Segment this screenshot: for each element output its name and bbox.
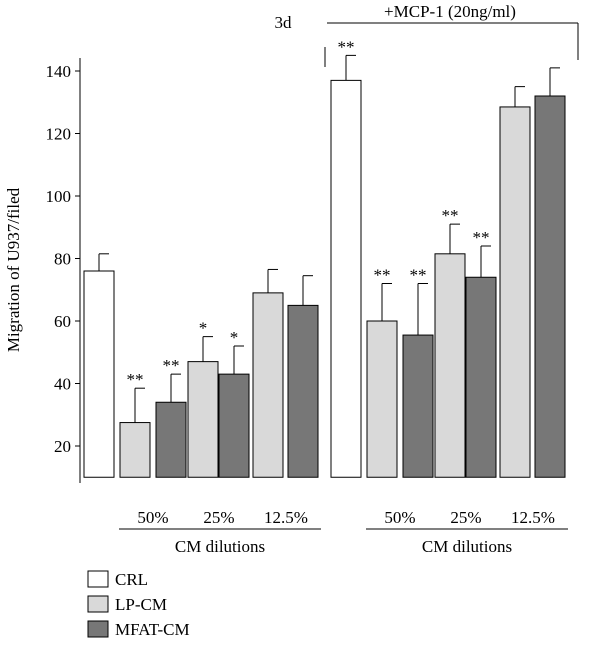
legend-swatch [87,620,109,638]
dilution-label: 25% [450,508,481,527]
legend-swatch [87,570,109,588]
y-ticks: 20 40 60 80 100 120 140 [46,62,80,456]
y-tick-label: 40 [54,375,71,394]
dilution-label: 12.5% [511,508,555,527]
bar-lp-cm-12.5pct [499,106,531,478]
mcp1-bracket: +MCP-1 (20ng/ml) [324,2,579,67]
bar-mfat-cm-50pct [402,334,434,478]
bar-crl [83,270,115,478]
significance-mark: ** [374,266,391,285]
dilution-label: 25% [203,508,234,527]
legend-label: LP-CM [115,595,167,614]
y-tick-label: 60 [54,312,71,331]
significance-mark: ** [442,206,459,225]
y-tick-label: 100 [46,187,72,206]
significance-mark: ** [127,370,144,389]
bar-lp-cm-25pct [434,253,466,478]
dilution-axis-title: CM dilutions [175,537,265,556]
bar-mfat-cm-25pct [218,373,250,478]
axes: Migration of U937/filed [4,58,81,483]
legend-label: MFAT-CM [115,620,190,639]
legend-label: CRL [115,570,148,589]
legend: CRL LP-CM MFAT-CM [87,570,190,639]
legend-swatch [87,595,109,613]
significance-mark: * [230,328,239,347]
bar-mfat-cm-50pct [155,401,187,478]
y-tick-label: 140 [46,62,72,81]
dilution-label: 50% [384,508,415,527]
y-tick-label: 120 [46,125,72,144]
bar-lp-cm-50pct [119,422,151,478]
y-axis-label: Migration of U937/filed [4,187,23,352]
significance-mark: ** [410,266,427,285]
dilution-label: 50% [137,508,168,527]
bar-mfat-cm-25pct [465,276,497,478]
significance-mark: ** [473,228,490,247]
significance-marks: ***** ***** ****** [127,37,490,389]
error-bars [98,54,560,423]
dilution-label: 12.5% [264,508,308,527]
significance-mark: ** [338,37,355,56]
mcp1-bracket-label: +MCP-1 (20ng/ml) [384,2,516,21]
bar-crl [330,79,362,478]
bars [83,79,566,478]
dilution-axis-title: CM dilutions [422,537,512,556]
y-tick-label: 80 [54,250,71,269]
y-tick-label: 20 [54,437,71,456]
bar-mfat-cm-12.5pct [287,304,319,478]
bar-lp-cm-50pct [366,320,398,478]
significance-mark: ** [163,356,180,375]
significance-mark: * [199,319,208,338]
bar-lp-cm-25pct [187,361,219,478]
dilution-labels: 50% 25% 12.5% CM dilutions 50% 25% 12.5% CM dil… [119,508,568,556]
bar-mfat-cm-12.5pct [534,95,566,478]
bar-lp-cm-12.5pct [252,292,284,478]
panel-label: 3d [275,13,293,32]
